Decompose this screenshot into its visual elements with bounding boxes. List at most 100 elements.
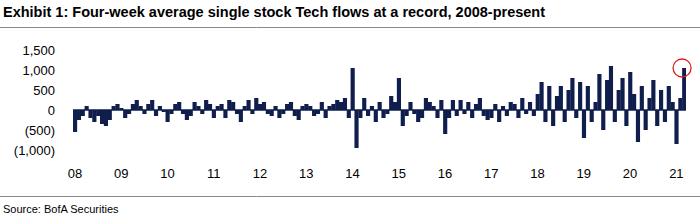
bar (543, 110, 547, 122)
bar (486, 110, 490, 120)
bar (193, 102, 197, 110)
bar (258, 104, 262, 110)
bar (578, 82, 582, 110)
title: Exhibit 1: Four-week average single stoc… (3, 4, 545, 20)
bar (655, 110, 659, 126)
bar (339, 102, 343, 110)
bar (509, 102, 513, 110)
bar (493, 104, 497, 110)
bar (605, 80, 609, 110)
bar (131, 104, 135, 110)
bar (246, 100, 250, 110)
bar (335, 100, 339, 110)
bar (166, 110, 170, 122)
bar (208, 104, 212, 110)
bar (227, 100, 231, 110)
bar (405, 110, 409, 116)
bar (609, 66, 613, 110)
bar (617, 90, 621, 110)
bar (73, 110, 77, 132)
bar (651, 80, 655, 110)
bar (374, 110, 378, 122)
bar (563, 110, 567, 122)
bar (489, 110, 493, 118)
title-rule (0, 27, 700, 28)
x-tick-label: 09 (114, 166, 128, 181)
x-tick-label: 13 (299, 166, 313, 181)
bar (389, 96, 393, 110)
y-tick (70, 110, 73, 111)
bar (104, 110, 108, 126)
bar (428, 102, 432, 110)
bar (435, 110, 439, 118)
bar (135, 100, 139, 110)
bar (293, 110, 297, 116)
bar (601, 110, 605, 130)
bars (73, 66, 686, 148)
bar (343, 98, 347, 110)
bar (96, 110, 100, 116)
bar (88, 110, 92, 118)
bar (289, 102, 293, 110)
bar (624, 110, 628, 126)
bar (671, 102, 675, 110)
bar (173, 104, 177, 110)
bar (478, 98, 482, 110)
source-rule (0, 196, 700, 197)
bar (682, 68, 686, 110)
y-tick (70, 90, 73, 91)
bar (640, 86, 644, 110)
bar (528, 102, 532, 110)
x-tick-label: 19 (577, 166, 591, 181)
bar (378, 102, 382, 110)
bar (647, 98, 651, 110)
bar (466, 102, 470, 110)
bar (674, 110, 678, 144)
bar (212, 110, 216, 118)
bar (520, 98, 524, 110)
bar (324, 110, 328, 118)
bar (459, 100, 463, 110)
x-tick-label: 21 (669, 166, 683, 181)
bar (505, 110, 509, 116)
bar (474, 104, 478, 110)
bar (277, 110, 281, 118)
y-tick-label: 1,000 (22, 63, 55, 78)
bar (593, 102, 597, 110)
bar (516, 110, 520, 118)
bar (555, 96, 559, 110)
x-tick-label: 11 (207, 166, 221, 181)
bar (470, 110, 474, 118)
x-tick-label: 17 (484, 166, 498, 181)
bar (632, 94, 636, 110)
bar (297, 110, 301, 120)
bar (451, 100, 455, 110)
x-tick-label: 08 (68, 166, 82, 181)
bar (100, 110, 104, 124)
bar (304, 104, 308, 110)
bar (185, 110, 189, 120)
bar (551, 110, 555, 126)
bar (663, 110, 667, 122)
bar (312, 110, 316, 116)
bar (447, 110, 451, 118)
bar (123, 110, 127, 118)
highlight-circle (673, 59, 691, 77)
bar (636, 110, 640, 142)
bar (354, 110, 358, 148)
bar (351, 68, 355, 110)
bar (559, 86, 563, 110)
x-tick-label: 14 (345, 166, 359, 181)
x-tick-label: 18 (530, 166, 544, 181)
y-tick (70, 130, 73, 131)
y-tick-label: (500) (25, 123, 55, 138)
y-tick-label: (1,000) (14, 143, 55, 158)
bar (644, 110, 648, 130)
bar (285, 104, 289, 110)
bar (262, 102, 266, 110)
bar (539, 82, 543, 110)
bar (239, 110, 243, 122)
bar (204, 100, 208, 110)
bar (223, 110, 227, 118)
source: Source: BofA Securities (3, 203, 119, 215)
